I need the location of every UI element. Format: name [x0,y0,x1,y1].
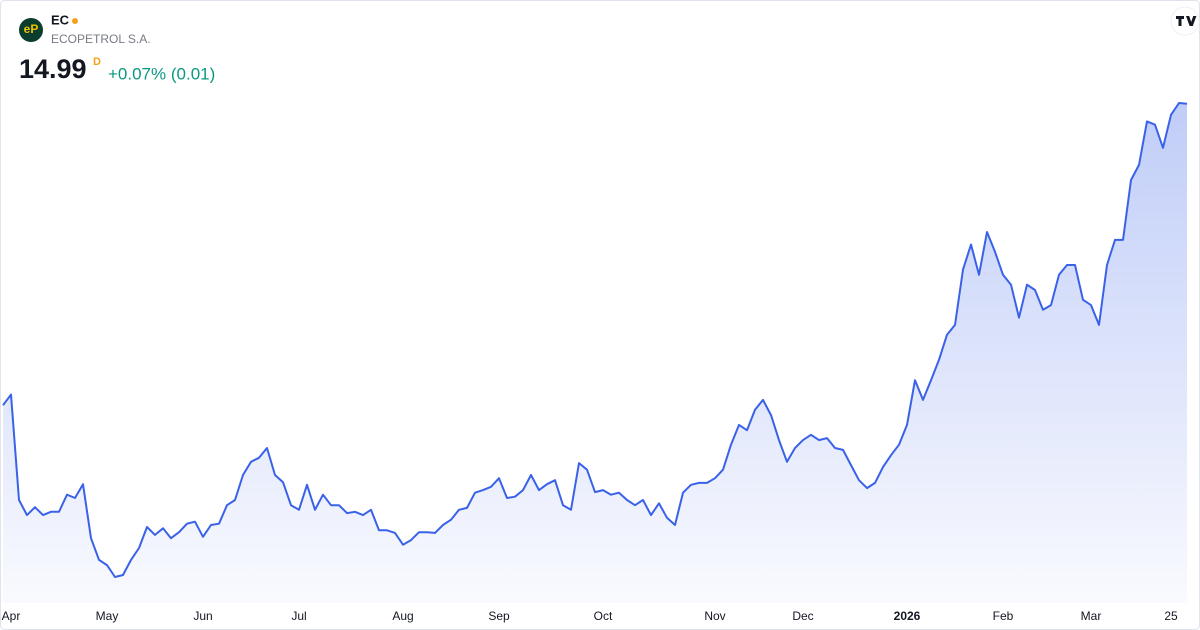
change: +0.07% (0.01) [108,64,215,83]
x-tick-label: Apr [2,609,21,623]
symbol[interactable]: EC [51,12,70,27]
x-tick-label: May [96,609,119,623]
status-dot [72,18,78,24]
tradingview-logo[interactable] [1170,6,1200,36]
x-tick-label: Aug [392,609,413,623]
x-tick-label: Nov [704,609,725,623]
logo-text: eP [24,22,39,36]
x-tick-label: Feb [993,609,1014,623]
x-tick-label: 2026 [894,609,921,623]
interval: D [93,56,101,68]
company-name: ECOPETROL S.A. [51,32,151,46]
price: 14.99 [19,54,87,84]
plot-area [2,102,1188,603]
x-tick-label: 25 [1164,609,1178,623]
area-fill [3,103,1187,603]
logo [19,18,43,42]
x-tick-label: Dec [792,609,813,623]
x-tick-label: Jul [291,609,306,623]
x-tick-label: Mar [1081,609,1102,623]
x-tick-label: Sep [488,609,510,623]
x-tick-label: Oct [594,609,613,623]
x-tick-label: Jun [193,609,212,623]
price-line [2,102,1188,578]
